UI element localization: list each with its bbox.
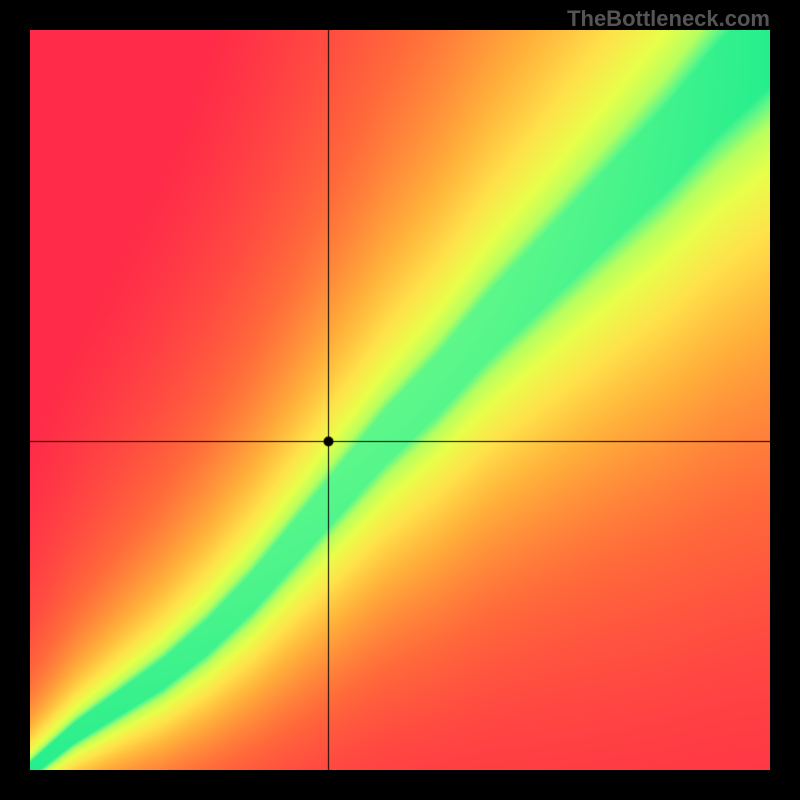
heatmap-canvas [30,30,770,770]
heatmap-plot [30,30,770,770]
watermark-text: TheBottleneck.com [567,6,770,32]
